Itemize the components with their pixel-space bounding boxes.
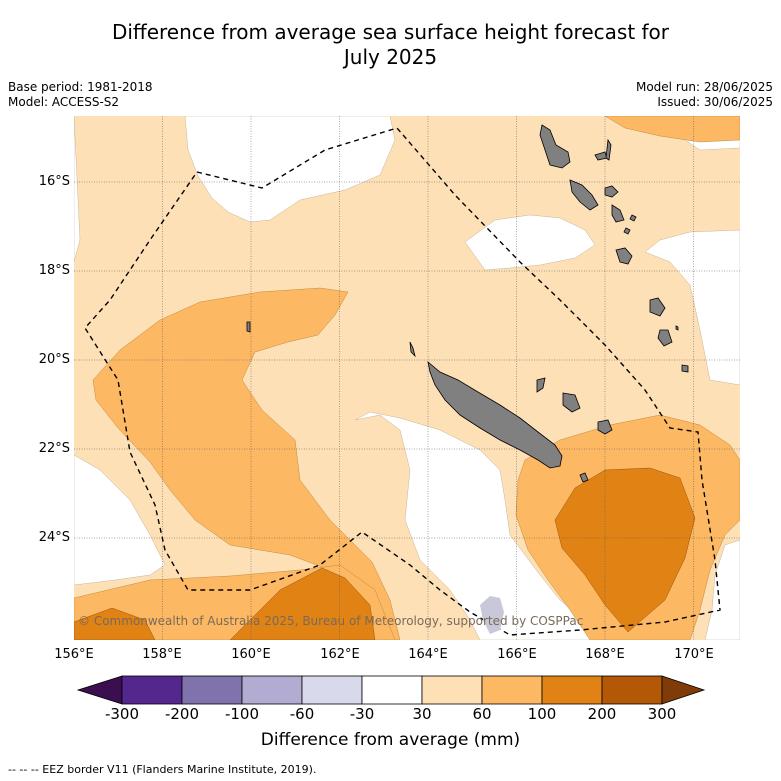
small-islet-ne xyxy=(675,325,679,331)
walpole-island xyxy=(579,472,589,483)
loyalty-island-ouvea xyxy=(536,377,546,393)
colorbar-bin xyxy=(421,675,483,705)
colorbar-bin xyxy=(361,675,423,705)
lon-label: 164°E xyxy=(408,647,448,662)
lat-label: 24°S xyxy=(38,530,70,545)
colorbar-tick-label: 60 xyxy=(472,705,492,723)
lon-label: 156°E xyxy=(54,647,94,662)
lat-label: 16°S xyxy=(38,174,70,189)
vanuatu-espiritu-santo xyxy=(539,124,571,169)
near-average-region-central xyxy=(464,214,596,271)
vanuatu-erromango xyxy=(611,204,625,223)
vanuatu-maewo xyxy=(605,138,612,161)
land xyxy=(246,124,689,483)
map-title: Difference from average sea surface heig… xyxy=(0,20,781,70)
colorbar-tick-label: -30 xyxy=(349,705,375,723)
eez-border xyxy=(84,127,721,636)
vanuatu-islet-1 xyxy=(623,227,631,235)
loyalty-island-lifou xyxy=(562,392,581,413)
colorbar-tick-label: -60 xyxy=(289,705,315,723)
issued-date: Issued: 30/06/2025 xyxy=(657,95,773,109)
new-caledonia xyxy=(427,360,563,469)
lon-label: 158°E xyxy=(142,647,182,662)
colorbar-tick-label: -300 xyxy=(104,705,140,723)
anomaly-100-200-southwest-b xyxy=(229,567,376,640)
colorbar-title: Difference from average (mm) xyxy=(260,730,521,750)
near-average-region-southeast xyxy=(704,539,740,640)
graticule xyxy=(74,116,740,640)
colorbar-bin xyxy=(481,675,543,705)
chesterfield-island xyxy=(246,321,251,333)
lat-label: 20°S xyxy=(38,352,70,367)
lat-label: 22°S xyxy=(38,441,70,456)
anomaly-60-100-west xyxy=(92,287,401,640)
model-run: Model run: 28/06/2025 xyxy=(635,80,773,94)
near-average-region-east xyxy=(644,229,740,386)
anomaly-60-100-northeast xyxy=(604,116,740,143)
colorbar-tick-label: 200 xyxy=(587,705,617,723)
hunter-island xyxy=(657,329,673,347)
map-area xyxy=(74,116,740,640)
meta-right: Model run: 28/06/2025 Issued: 30/06/2025 xyxy=(636,80,773,110)
base-period: Base period: 1981-2018 xyxy=(8,80,153,94)
colorbar-tick-label: 300 xyxy=(647,705,677,723)
near-average-region-southwest xyxy=(74,454,166,586)
vanuatu-efate xyxy=(604,185,619,198)
colorbar-bin xyxy=(241,675,303,705)
vanuatu-islet-2 xyxy=(629,214,637,222)
near-average-region-north xyxy=(184,116,396,223)
lon-label: 160°E xyxy=(231,647,271,662)
belep-islands xyxy=(409,341,416,358)
colorbar-tick-label: 30 xyxy=(412,705,432,723)
anomaly-100-200-southeast xyxy=(554,467,696,633)
colorbar-tick-label: -100 xyxy=(224,705,260,723)
anomaly-100-200-southwest-a xyxy=(74,607,156,640)
lon-label: 166°E xyxy=(497,647,537,662)
colorbar-extend-low xyxy=(76,675,123,705)
copyright-notice: © Commonwealth of Australia 2025, Bureau… xyxy=(78,614,584,628)
vanuatu-tanna xyxy=(615,247,633,265)
title-line-1: Difference from average sea surface heig… xyxy=(111,20,670,44)
colorbar-tick-label: 100 xyxy=(527,705,557,723)
vanuatu-malekula xyxy=(569,179,599,211)
colorbar-bin xyxy=(541,675,603,705)
grey-patch xyxy=(480,596,504,634)
meta-left: Base period: 1981-2018 Model: ACCESS-S2 xyxy=(8,80,153,110)
loyalty-island-mare xyxy=(597,419,613,435)
lon-label: 168°E xyxy=(585,647,625,662)
lon-label: 170°E xyxy=(674,647,714,662)
eez-footnote: -- -- -- EEZ border V11 (Flanders Marine… xyxy=(8,763,317,776)
matthew-island xyxy=(649,297,666,317)
near-average-region-west xyxy=(74,116,81,263)
lat-label: 18°S xyxy=(38,263,70,278)
colorbar-tick-label: -200 xyxy=(164,705,200,723)
colorbar-extend-high xyxy=(661,675,706,705)
small-islet-east xyxy=(681,364,689,373)
colorbar-bin xyxy=(301,675,363,705)
colorbar xyxy=(76,675,706,705)
colorbar-bin xyxy=(601,675,663,705)
title-line-2: July 2025 xyxy=(343,45,438,69)
lon-label: 162°E xyxy=(320,647,360,662)
colorbar-bin xyxy=(181,675,243,705)
colorbar-bin xyxy=(121,675,183,705)
model-name: Model: ACCESS-S2 xyxy=(8,95,120,109)
